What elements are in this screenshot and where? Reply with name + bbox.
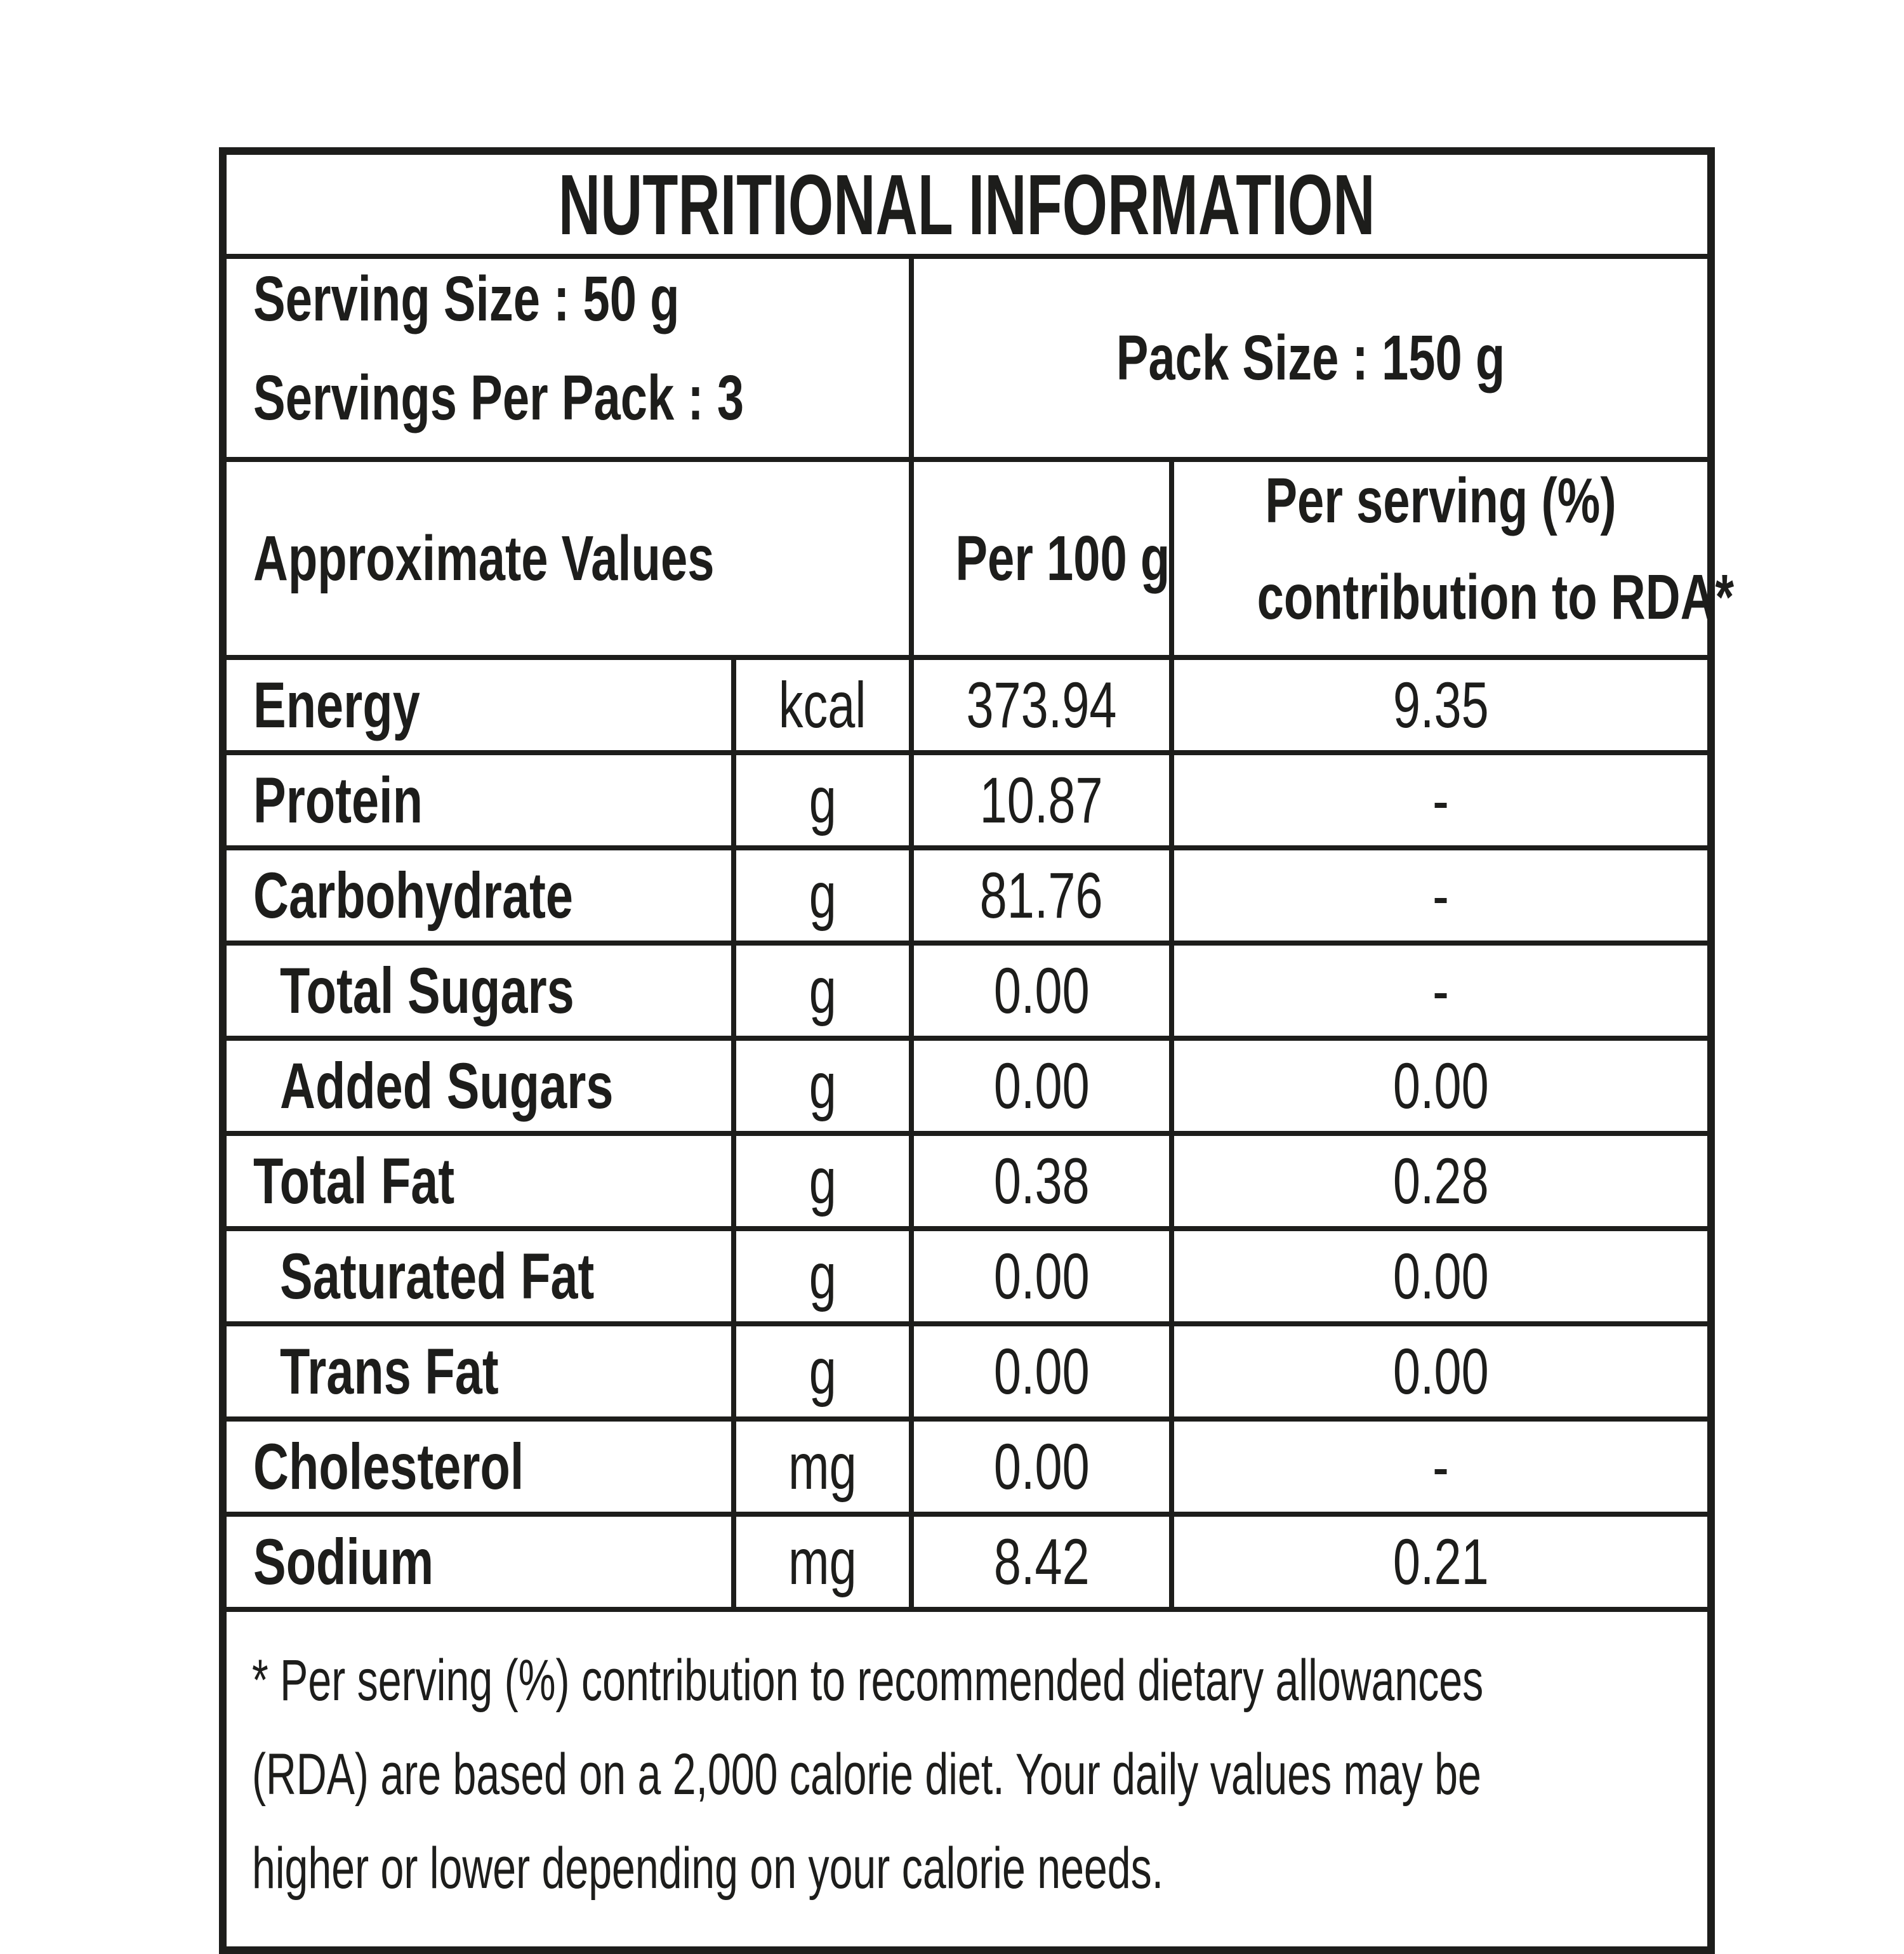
- footnote-line-2: (RDA) are based on a 2,000 calorie diet.…: [252, 1742, 1481, 1807]
- nutrient-name: Added Sugars: [220, 1036, 736, 1136]
- rda-value: 0.00: [1169, 1226, 1714, 1326]
- column-header-row: Approximate Values Per 100 g Per serving…: [220, 457, 1734, 660]
- nutrient-unit: g: [731, 1036, 914, 1136]
- nutrient-unit: mg: [731, 1416, 914, 1517]
- nutrition-table: NUTRITIONAL INFORMATION Serving Size : 5…: [219, 147, 1734, 1954]
- serving-size-text: Serving Size : 50 g: [253, 263, 680, 334]
- rda-value: -: [1169, 750, 1714, 850]
- per-100g-value: 0.00: [909, 1321, 1174, 1422]
- nutrient-name: Saturated Fat: [220, 1226, 736, 1326]
- servings-per-pack-text: Servings Per Pack : 3: [253, 362, 744, 433]
- nutrient-row-trans-fat: Trans Fat g 0.00 0.00: [220, 1321, 1714, 1422]
- footnote-line-1: * Per serving (%) contribution to recomm…: [252, 1648, 1484, 1713]
- nutrient-row-cholesterol: Cholesterol mg 0.00 -: [220, 1416, 1714, 1517]
- rda-value: 0.21: [1169, 1512, 1714, 1612]
- nutrient-unit: g: [731, 845, 914, 946]
- per-100g-value: 0.00: [909, 1036, 1174, 1136]
- title-cell: NUTRITIONAL INFORMATION: [220, 149, 1714, 259]
- rda-value: -: [1169, 845, 1714, 946]
- rda-value: 0.28: [1169, 1131, 1714, 1231]
- nutrient-unit: g: [731, 1321, 914, 1422]
- nutrient-name: Total Sugars: [220, 941, 736, 1041]
- nutrient-unit: g: [731, 941, 914, 1041]
- nutrient-name: Energy: [220, 655, 736, 755]
- per-100g-value: 373.94: [909, 655, 1174, 755]
- per-100g-value: 10.87: [909, 750, 1174, 850]
- nutrient-row-total-fat: Total Fat g 0.38 0.28: [220, 1131, 1714, 1231]
- rda-value: 0.00: [1169, 1036, 1714, 1136]
- nutrient-name: Protein: [220, 750, 736, 850]
- pack-size-cell: Pack Size : 150 g: [909, 254, 1714, 462]
- nutrient-name: Total Fat: [220, 1131, 736, 1231]
- nutrient-unit: kcal: [731, 655, 914, 755]
- per-100g-value: 81.76: [909, 845, 1174, 946]
- per-100g-value: 0.00: [909, 941, 1174, 1041]
- serving-row: Serving Size : 50 g Servings Per Pack : …: [220, 254, 1714, 462]
- serving-info-cell: Serving Size : 50 g Servings Per Pack : …: [220, 254, 914, 462]
- per-100g-value: 0.00: [909, 1416, 1174, 1517]
- nutrient-unit: g: [731, 1131, 914, 1231]
- rda-footnote: * Per serving (%) contribution to recomm…: [220, 1607, 1714, 1953]
- pack-size-text: Pack Size : 150 g: [1116, 322, 1505, 393]
- footnote-line-3: higher or lower depending on your calori…: [252, 1836, 1164, 1901]
- rda-value: -: [1169, 941, 1714, 1041]
- nutrient-name: Sodium: [220, 1512, 736, 1612]
- rda-value: -: [1169, 1416, 1714, 1517]
- per-100g-value: 0.38: [909, 1131, 1174, 1231]
- title-row: NUTRITIONAL INFORMATION: [220, 149, 1714, 259]
- nutrient-row-energy: Energy kcal 373.94 9.35: [220, 655, 1714, 755]
- per-100g-value: 0.00: [909, 1226, 1174, 1326]
- per-serving-rda-header: Per serving (%) contribution to RDA*: [1169, 457, 1734, 660]
- footnote-row: * Per serving (%) contribution to recomm…: [220, 1607, 1714, 1953]
- rda-value: 9.35: [1169, 655, 1714, 755]
- nutrient-row-protein: Protein g 10.87 -: [220, 750, 1714, 850]
- per-100g-header: Per 100 g: [909, 457, 1174, 660]
- nutrient-unit: g: [731, 750, 914, 850]
- per-100g-value: 8.42: [909, 1512, 1174, 1612]
- nutrient-row-saturated-fat: Saturated Fat g 0.00 0.00: [220, 1226, 1714, 1326]
- nutrient-name: Cholesterol: [220, 1416, 736, 1517]
- nutrient-unit: mg: [731, 1512, 914, 1612]
- nutrient-name: Trans Fat: [220, 1321, 736, 1422]
- nutrient-row-total-sugars: Total Sugars g 0.00 -: [220, 941, 1714, 1041]
- nutrient-unit: g: [731, 1226, 914, 1326]
- nutrient-name: Carbohydrate: [220, 845, 736, 946]
- nutrient-row-carbohydrate: Carbohydrate g 81.76 -: [220, 845, 1714, 946]
- nutrient-row-sodium: Sodium mg 8.42 0.21: [220, 1512, 1714, 1612]
- nutrient-row-added-sugars: Added Sugars g 0.00 0.00: [220, 1036, 1714, 1136]
- rda-value: 0.00: [1169, 1321, 1714, 1422]
- approximate-values-header: Approximate Values: [220, 457, 914, 660]
- page-title: NUTRITIONAL INFORMATION: [559, 156, 1375, 253]
